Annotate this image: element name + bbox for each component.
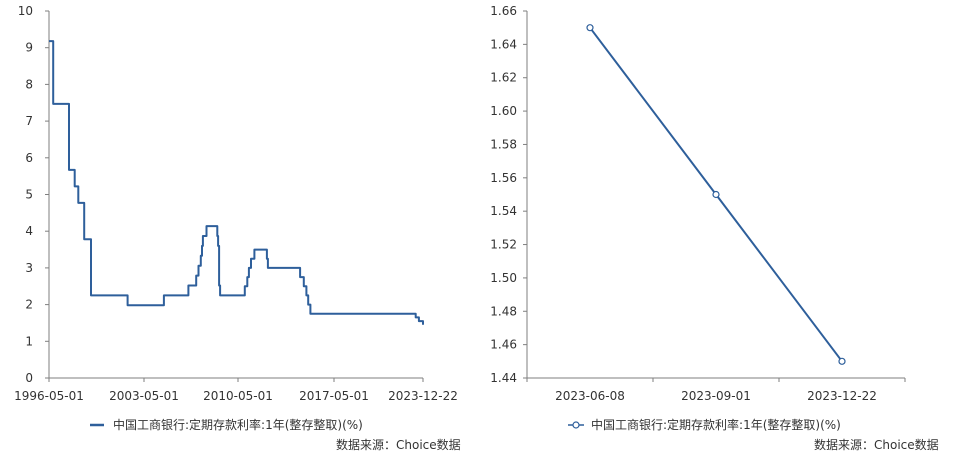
x-tick-label: 2023-09-01 [681, 389, 751, 403]
x-tick-label: 2010-05-01 [203, 389, 273, 403]
y-tick-label: 1.66 [490, 4, 517, 18]
y-tick-label: 7 [25, 114, 33, 128]
data-point-marker [838, 357, 846, 365]
y-tick-label: 1 [25, 334, 33, 348]
y-tick-label: 1.52 [490, 238, 517, 252]
legend-marker [572, 421, 580, 429]
y-tick-label: 5 [25, 188, 33, 202]
x-tick-label: 1996-05-01 [14, 389, 84, 403]
y-tick-label: 1.46 [490, 338, 517, 352]
series-line [49, 40, 424, 325]
x-tick-label: 2023-06-08 [555, 389, 625, 403]
x-tick-label: 2023-12-22 [388, 389, 458, 403]
x-tick-label: 2017-05-01 [299, 389, 369, 403]
data-point-marker [586, 24, 594, 32]
y-tick-label: 6 [25, 151, 33, 165]
right-line-chart: 1.44 1.46 1.48 1.50 1.52 1.54 1.56 1.58 1.60 1.62… [490, 4, 906, 432]
y-tick-label: 1.48 [490, 304, 517, 318]
source-note-right: 数据来源：Choice数据 [814, 438, 939, 452]
y-tick-label: 1.54 [490, 204, 517, 218]
y-tick-label: 9 [25, 41, 33, 55]
y-tick-label: 1.56 [490, 171, 517, 185]
data-point-marker [712, 190, 720, 199]
y-tick-label: 10 [18, 4, 33, 18]
y-tick-label: 3 [25, 261, 33, 275]
y-tick-label: 1.60 [490, 104, 517, 118]
x-tick-label: 2003-05-01 [109, 389, 179, 403]
legend-label: 中国工商银行:定期存款利率:1年(整存整取)(%) [591, 417, 841, 432]
left-line-chart: 0 1 2 3 4 5 6 7 8 9 10 1996-05-01 2003-05-01 2010-05-… [14, 4, 458, 432]
y-tick-label: 1.58 [490, 137, 517, 151]
y-tick-label: 1.62 [490, 71, 517, 85]
y-tick-label: 1.64 [490, 37, 517, 51]
source-note-left: 数据来源：Choice数据 [336, 438, 461, 452]
y-tick-label: 0 [25, 371, 33, 385]
y-tick-label: 1.50 [490, 271, 517, 285]
y-tick-label: 1.44 [490, 371, 517, 385]
y-tick-label: 4 [25, 224, 33, 238]
legend-label: 中国工商银行:定期存款利率:1年(整存整取)(%) [113, 417, 363, 432]
y-tick-label: 2 [25, 298, 33, 312]
x-tick-label: 2023-12-22 [807, 389, 877, 403]
y-tick-label: 8 [25, 77, 33, 91]
